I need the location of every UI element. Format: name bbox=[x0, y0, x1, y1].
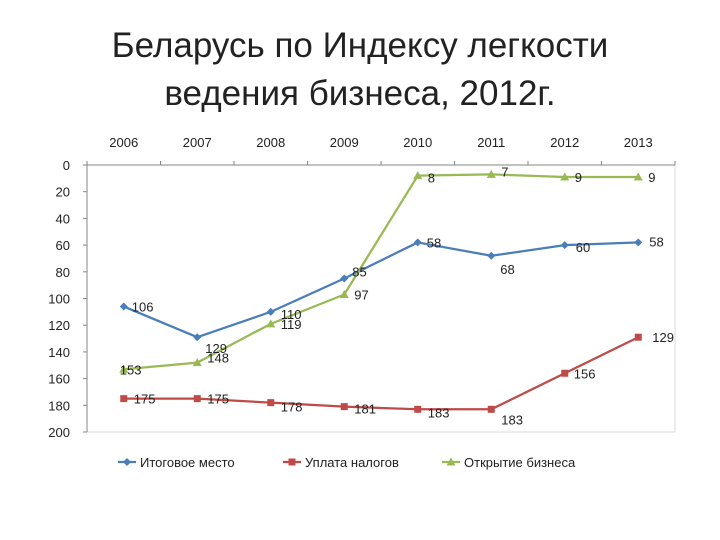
y-tick-label: 180 bbox=[48, 398, 70, 413]
legend-label: Уплата налогов bbox=[305, 455, 399, 470]
x-tick-label: 2009 bbox=[330, 135, 359, 150]
series-line bbox=[123, 173, 639, 371]
legend-label: Итоговое место bbox=[140, 455, 235, 470]
series-lines bbox=[123, 173, 639, 411]
data-point-square bbox=[414, 405, 422, 413]
data-point-triangle bbox=[633, 172, 643, 181]
x-tick-label: 2010 bbox=[403, 135, 432, 150]
data-label: 183 bbox=[501, 412, 523, 427]
data-label: 58 bbox=[649, 234, 663, 249]
data-label: 156 bbox=[574, 366, 596, 381]
data-label: 175 bbox=[207, 392, 229, 407]
data-label: 60 bbox=[576, 240, 590, 255]
data-label: 7 bbox=[501, 164, 508, 179]
data-point-diamond bbox=[193, 333, 202, 342]
data-point-square bbox=[561, 369, 569, 377]
y-tick-label: 40 bbox=[56, 211, 70, 226]
data-label: 178 bbox=[281, 400, 303, 415]
x-tick-label: 2006 bbox=[109, 135, 138, 150]
data-point-diamond bbox=[413, 238, 422, 247]
data-label: 106 bbox=[132, 300, 154, 315]
legend-label: Открытие бизнеса bbox=[464, 455, 576, 470]
chart-legend: Итоговое место Уплата налогов Открытие биз… bbox=[118, 455, 576, 470]
series-line bbox=[123, 336, 639, 411]
data-point-square bbox=[193, 395, 201, 403]
data-label: 153 bbox=[120, 362, 142, 377]
data-point-diamond bbox=[123, 458, 131, 466]
y-tick-label: 160 bbox=[48, 372, 70, 387]
x-tick-label: 2011 bbox=[477, 135, 505, 150]
slide-title-line-1: Беларусь по Индексу легкости bbox=[111, 26, 609, 65]
data-point-diamond bbox=[634, 238, 643, 247]
y-tick-label: 200 bbox=[48, 425, 70, 440]
data-point-triangle bbox=[446, 457, 456, 466]
y-tick-label: 120 bbox=[48, 318, 70, 333]
slide-title-line-2: ведения бизнеса, 2012г. bbox=[164, 74, 556, 113]
data-point-triangle bbox=[560, 172, 570, 181]
series-line bbox=[123, 241, 639, 339]
data-point-square bbox=[267, 399, 275, 407]
data-point-triangle bbox=[266, 319, 276, 328]
data-point-square bbox=[487, 405, 495, 413]
data-point-diamond bbox=[119, 302, 128, 311]
x-tick-label: 2007 bbox=[183, 135, 212, 150]
data-point-triangle bbox=[119, 364, 129, 373]
y-tick-label: 20 bbox=[56, 185, 70, 200]
data-point-square bbox=[634, 333, 642, 341]
data-labels: 106 129 110 85 58 68 60 58 175 175 178 181 183 183 156… bbox=[120, 164, 674, 427]
data-point-triangle bbox=[486, 169, 496, 178]
data-label: 97 bbox=[354, 287, 368, 302]
plot-area-border bbox=[86, 164, 676, 433]
data-label: 181 bbox=[354, 402, 376, 417]
data-label: 9 bbox=[648, 170, 655, 185]
y-tick-label: 100 bbox=[48, 292, 70, 307]
data-point-diamond bbox=[266, 307, 275, 316]
y-tick-label: 60 bbox=[56, 238, 70, 253]
x-tick-label: 2008 bbox=[256, 135, 285, 150]
y-tick-label: 80 bbox=[56, 265, 70, 280]
data-label: 68 bbox=[500, 262, 514, 277]
data-point-triangle bbox=[339, 289, 349, 298]
data-point-square bbox=[288, 458, 296, 466]
data-label: 85 bbox=[352, 264, 366, 279]
y-tick-label: 0 bbox=[63, 158, 70, 173]
data-label: 8 bbox=[428, 171, 435, 186]
data-point-diamond bbox=[487, 251, 496, 260]
data-point-square bbox=[120, 395, 128, 403]
x-tick-label: 2012 bbox=[550, 135, 579, 150]
data-point-triangle bbox=[192, 358, 202, 367]
data-point-diamond bbox=[560, 241, 569, 250]
data-point-square bbox=[340, 403, 348, 411]
data-point-diamond bbox=[340, 274, 349, 283]
data-label: 110 bbox=[281, 307, 302, 322]
series-markers bbox=[119, 169, 643, 413]
data-label: 58 bbox=[427, 235, 441, 250]
slide-title: Беларусь по Индексу легкости ведения биз… bbox=[0, 22, 720, 118]
chart-axes: 2006 2007 2008 2009 2010 2011 2012 201302040608… bbox=[48, 135, 676, 440]
data-label: 129 bbox=[205, 341, 227, 356]
data-point-triangle bbox=[413, 171, 423, 180]
data-label: 183 bbox=[428, 405, 450, 420]
data-label: 9 bbox=[575, 170, 582, 185]
y-tick-label: 140 bbox=[48, 345, 70, 360]
data-label: 129 bbox=[652, 330, 674, 345]
data-label: 119 bbox=[281, 317, 302, 332]
data-label: 175 bbox=[134, 392, 156, 407]
x-tick-label: 2013 bbox=[624, 135, 653, 150]
data-label: 148 bbox=[207, 351, 229, 366]
